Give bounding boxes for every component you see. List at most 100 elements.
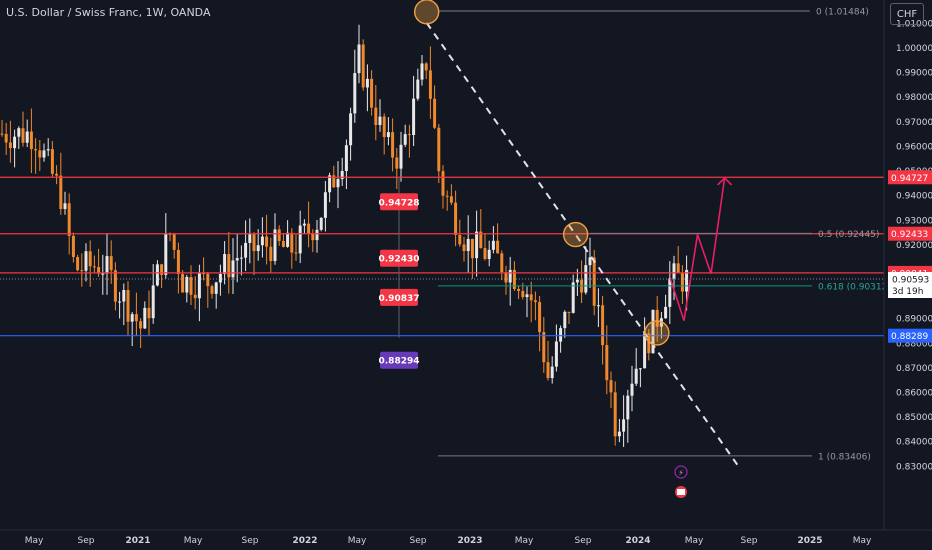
highlight-circle	[562, 221, 589, 248]
candle-body	[311, 233, 315, 241]
candle-body	[622, 419, 626, 432]
candle-body	[386, 132, 390, 138]
candle-body	[290, 232, 294, 253]
candle-body	[588, 257, 592, 266]
time-tick-label: May	[348, 536, 367, 546]
price-chip	[380, 351, 418, 369]
candle-body	[118, 301, 122, 303]
countdown-label: 3d 19h	[892, 287, 923, 297]
candle-body	[147, 307, 151, 319]
time-tick-label: May	[853, 536, 872, 546]
candle-body	[529, 294, 533, 301]
candle-body	[332, 175, 336, 188]
price-tick-label: 0.84000	[896, 438, 932, 448]
candle-body	[8, 142, 12, 149]
candle-body	[34, 149, 38, 151]
price-tick-label: 0.87000	[896, 364, 932, 374]
candle-body	[449, 196, 453, 203]
candle-body	[323, 192, 327, 218]
price-tick-label: 0.88000	[896, 339, 932, 349]
candle-body	[412, 98, 416, 135]
earnings-event-icon	[674, 465, 688, 479]
candle-body	[647, 333, 651, 354]
candle-body	[164, 233, 168, 275]
candle-body	[97, 267, 101, 274]
candle-body	[617, 431, 621, 437]
candle-body	[315, 229, 319, 241]
candle-body	[521, 290, 525, 298]
price-axis-chip-label: 0.92433	[891, 230, 928, 240]
candle-body	[206, 273, 210, 287]
price-axis-chip	[888, 226, 932, 241]
candle-body	[605, 345, 609, 381]
candle-body	[13, 136, 17, 149]
candle-body	[680, 273, 684, 292]
fib-level-label: 1 (0.83406)	[818, 452, 871, 462]
candle-body	[542, 332, 546, 363]
price-axis-chip-label: 0.94727	[891, 174, 928, 184]
candle-body	[550, 366, 554, 379]
chart-title: U.S. Dollar / Swiss Franc, 1W, OANDA	[6, 6, 211, 19]
candle-body	[491, 240, 495, 250]
candle-body	[365, 78, 369, 88]
candle-body	[265, 236, 269, 247]
candle-body	[17, 128, 21, 137]
candle-body	[487, 249, 491, 259]
candle-body	[244, 242, 248, 258]
candle-body	[559, 328, 563, 342]
candle-body	[38, 150, 42, 158]
price-chip-label: 0.88294	[379, 357, 420, 367]
candle-body	[67, 203, 71, 236]
currency-button[interactable]: CHF	[890, 3, 924, 25]
candle-body	[193, 294, 197, 299]
candle-body	[361, 44, 365, 88]
candle-body	[382, 116, 386, 138]
candle-body	[399, 144, 403, 169]
candle-body	[458, 234, 462, 245]
candle-body	[80, 270, 84, 272]
price-tick-label: 0.83000	[896, 462, 932, 472]
candle-body	[252, 234, 256, 252]
price-chip-label: 0.94728	[379, 198, 420, 208]
time-tick-label: Sep	[78, 536, 95, 546]
candle-body	[512, 269, 516, 290]
candle-body	[643, 333, 647, 369]
candle-body	[416, 79, 420, 99]
time-tick-label: 2022	[292, 536, 317, 546]
candle-body	[172, 234, 176, 250]
candle-body	[676, 263, 680, 274]
candle-body	[298, 225, 302, 254]
candle-body	[71, 235, 75, 258]
candle-body	[92, 266, 96, 268]
candle-body	[235, 258, 239, 261]
candle-body	[21, 128, 25, 143]
candle-body	[533, 300, 537, 303]
price-axis-chip	[888, 170, 932, 185]
time-tick-label: May	[515, 536, 534, 546]
current-price-chip	[888, 271, 932, 298]
candle-body	[546, 362, 550, 379]
candle-body	[227, 254, 231, 278]
event-markers-layer: ⚡	[674, 465, 688, 498]
time-tick-label: Sep	[242, 536, 259, 546]
projection-path	[669, 177, 726, 321]
candle-body	[655, 309, 659, 327]
candle-body	[500, 253, 504, 273]
price-tick-label: 0.94000	[896, 192, 932, 202]
candle-body	[109, 256, 113, 271]
time-tick-label: Sep	[575, 536, 592, 546]
candle-body	[403, 134, 407, 145]
candle-body	[470, 238, 474, 259]
candle-body	[248, 234, 252, 243]
candle-body	[571, 282, 575, 313]
candle-body	[130, 314, 134, 322]
candle-body	[302, 223, 306, 226]
projection-layer	[669, 176, 733, 321]
candle-body	[214, 282, 218, 294]
price-chips-layer: 0.94728 0.92430 0.90837 0.88294	[379, 177, 420, 369]
candle-body	[0, 133, 4, 135]
price-tick-label: 0.93000	[896, 216, 932, 226]
price-tick-label: 0.89000	[896, 315, 932, 325]
candle-body	[46, 149, 50, 151]
